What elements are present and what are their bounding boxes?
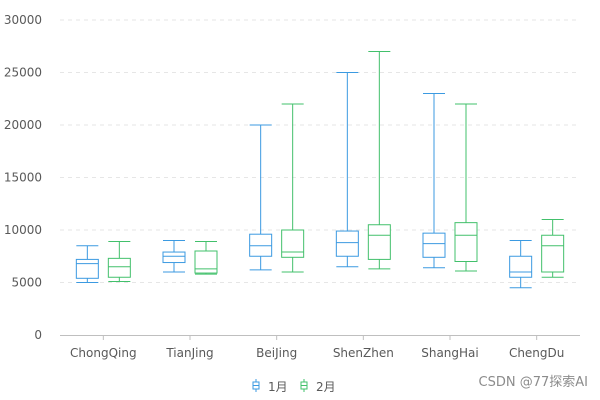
x-tick-label: ChongQing	[70, 346, 137, 360]
y-axis: 0 5000 10000 15000 20000 25000 30000	[4, 13, 42, 342]
box-series	[75, 51, 565, 289]
legend-item-2[interactable]: 2月	[300, 379, 336, 394]
box-beijing-2	[281, 103, 305, 273]
legend-label: 1月	[268, 380, 288, 394]
box-chengdu-1	[509, 240, 533, 289]
box-body	[194, 250, 218, 274]
box-chengdu-2	[541, 219, 565, 278]
y-tick-label: 30000	[4, 13, 42, 27]
box-chongqing-1	[75, 245, 99, 283]
grid-lines	[60, 19, 580, 283]
x-tick-label: BeiJing	[256, 346, 297, 360]
legend-label: 2月	[316, 380, 336, 394]
x-tick-label: ChengDu	[509, 346, 564, 360]
box-shenzhen-2	[367, 51, 391, 270]
box-body	[281, 229, 305, 258]
box-body	[335, 230, 359, 257]
legend[interactable]: 1月 2月	[252, 379, 336, 394]
x-tick-label: ShenZhen	[333, 346, 394, 360]
x-axis: ChongQing TianJing BeiJing ShenZhen ShangHai…	[60, 335, 580, 360]
legend-item-1[interactable]: 1月	[252, 379, 288, 394]
y-tick-label: 20000	[4, 118, 42, 132]
box-body	[509, 255, 533, 278]
box-beijing-1	[249, 124, 273, 271]
y-tick-label: 15000	[4, 171, 42, 185]
y-tick-label: 25000	[4, 66, 42, 80]
box-body	[541, 234, 565, 273]
box-shanghai-1	[422, 93, 446, 269]
y-tick-label: 10000	[4, 223, 42, 237]
box-shenzhen-1	[335, 72, 359, 268]
y-tick-label: 5000	[11, 276, 42, 290]
box-shanghai-2	[454, 103, 478, 272]
box-body	[107, 257, 131, 278]
x-tick-label: TianJing	[165, 346, 213, 360]
watermark: CSDN @77探索AI	[478, 375, 588, 390]
box-tianjing-1	[162, 240, 186, 273]
box-tianjing-2	[194, 241, 218, 275]
y-tick-label: 0	[34, 328, 42, 342]
box-body	[75, 258, 99, 279]
box-body	[162, 251, 186, 264]
box-body	[249, 233, 273, 257]
box-body	[367, 224, 391, 260]
box-body	[422, 232, 446, 258]
x-tick-label: ShangHai	[421, 346, 479, 360]
box-chongqing-2	[107, 241, 131, 282]
box-body	[454, 222, 478, 262]
